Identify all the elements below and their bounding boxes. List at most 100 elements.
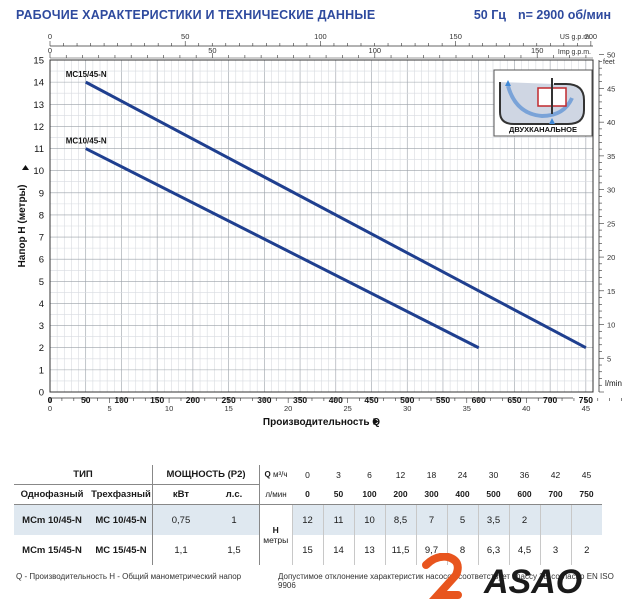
- x-axis-arrow-icon: [373, 418, 379, 425]
- q-m3h-value: 30: [488, 469, 499, 480]
- head-value: 14: [322, 535, 354, 565]
- feet-tick-label: 15: [607, 287, 615, 296]
- q-lmin-value: 600: [509, 484, 540, 505]
- m3h-tick-label: 0: [48, 404, 52, 413]
- y-axis-arrow-icon: [22, 165, 29, 170]
- q-lmin-value: 100: [354, 484, 385, 505]
- footer-tolerance: Допустимое отклонение характеристик насо…: [278, 572, 614, 590]
- us-gpm-tick-label: 100: [314, 32, 327, 41]
- head-value: [539, 504, 571, 535]
- head-value: 10: [353, 504, 385, 535]
- y-tick-label: 3: [39, 321, 44, 332]
- h-unit: метры: [263, 535, 289, 545]
- feet-tick-label: 20: [607, 253, 615, 262]
- imp-gpm-unit-label: Imp g.p.m.: [558, 49, 591, 56]
- chart-series: MC15/45-N MC10/45-N: [66, 70, 587, 350]
- table-subheader-row: Однофазный Трехфазный кВт л.с. л/мин 0 50 100 20…: [14, 484, 602, 505]
- q-lmin-value: 200: [385, 484, 416, 505]
- spec-table-container: ТИП МОЩНОСТЬ (P2) Q м³/ч 0 3 6 12 18 24 30 36 42 45 О…: [14, 465, 602, 565]
- feet-tick-label: 35: [607, 152, 615, 161]
- q-m3h-value: 36: [519, 469, 530, 480]
- head-value: 11,5: [384, 535, 416, 565]
- head-value: 7: [415, 504, 447, 535]
- power-hp: 1,5: [227, 544, 241, 556]
- us-gpm-tick-label: 200: [585, 32, 598, 41]
- chart-labels: Напор H (метры) Производительность Q: [17, 165, 380, 428]
- feet-tick-label: 40: [607, 118, 615, 127]
- y-tick-label: 12: [33, 122, 44, 133]
- head-value: 4,5: [508, 535, 540, 565]
- col-type-header: ТИП: [14, 465, 153, 485]
- q-m3h-value: 12: [395, 469, 406, 480]
- q-lmin-value: 700: [540, 484, 571, 505]
- y-tick-label: 6: [39, 255, 44, 266]
- imp-gpm-tick-label: 100: [369, 46, 382, 55]
- q-lmin-value: 0: [292, 484, 323, 505]
- col-kw-header: кВт: [152, 484, 209, 505]
- page-title: РАБОЧИЕ ХАРАКТЕРИСТИКИ И ТЕХНИЧЕСКИЕ ДАН…: [16, 8, 376, 22]
- series-label-0: MC15/45-N: [66, 70, 107, 79]
- q-m3h-value: 6: [367, 469, 372, 480]
- q-m3h-value: 24: [457, 469, 468, 480]
- y-tick-label: 13: [33, 100, 44, 111]
- q-m3h-value: 0: [305, 469, 310, 480]
- head-value: 8,5: [384, 504, 416, 535]
- h-symbol: H: [272, 525, 279, 535]
- performance-chart: 0123456789101112131415050100150200250300…: [17, 32, 622, 428]
- y-axis-title: Напор H (метры): [17, 185, 28, 268]
- speed-spec: 50 Гц n= 2900 об/мин: [462, 8, 611, 22]
- m3h-tick-label: 25: [344, 404, 352, 413]
- m3h-tick-label: 20: [284, 404, 292, 413]
- q-lmin-value: 750: [571, 484, 602, 505]
- head-value: 15: [291, 535, 323, 565]
- y-tick-label: 5: [39, 277, 44, 288]
- m3h-tick-label: 10: [165, 404, 173, 413]
- power-kw: 0,75: [152, 504, 209, 535]
- series-line-0: [85, 80, 587, 350]
- spec-table: ТИП МОЩНОСТЬ (P2) Q м³/ч 0 3 6 12 18 24 30 36 42 45 О…: [14, 465, 602, 565]
- feet-tick-label: 5: [607, 354, 611, 363]
- y-tick-label: 0: [39, 388, 44, 399]
- table-row: MCm 10/45-N MC 10/45-N 0,75 1 H метры 12 11 10 8…: [14, 504, 602, 565]
- y-tick-label: 11: [34, 144, 44, 155]
- asao-logo: ASAO: [422, 553, 582, 599]
- y-tick-label: 14: [33, 78, 44, 89]
- head-value: 5: [446, 504, 478, 535]
- model-three: MC 15/45-N: [95, 544, 147, 556]
- impeller-inset: ДВУХКАНАЛЬНОЕ: [493, 69, 593, 137]
- head-value: 13: [353, 535, 385, 565]
- plot-frame: [49, 59, 594, 393]
- feet-tick-label: 25: [607, 219, 615, 228]
- col-three-header: Трехфазный: [90, 484, 153, 505]
- q-symbol: Q: [264, 470, 273, 480]
- imp-gpm-tick-label: 0: [48, 46, 52, 55]
- head-value: 12: [291, 504, 323, 535]
- logo-text: ASAO: [483, 563, 582, 599]
- head-value: 3,5: [477, 504, 509, 535]
- x-unit-label: l/min: [605, 379, 622, 388]
- col-hp-header: л.с.: [209, 484, 260, 505]
- chart-axes: 0123456789101112131415050100150200250300…: [33, 32, 622, 413]
- q-lmin-value: 50: [323, 484, 354, 505]
- speed-label: n= 2900 об/мин: [518, 8, 611, 22]
- y-tick-label: 9: [39, 188, 44, 199]
- y-tick-label: 15: [33, 56, 44, 67]
- power-hp: 1: [209, 504, 260, 535]
- y-tick-label: 1: [39, 365, 44, 376]
- us-gpm-tick-label: 50: [181, 32, 189, 41]
- head-value: 2: [508, 504, 540, 535]
- q-m3h-value: 45: [581, 469, 592, 480]
- head-value: 2: [570, 535, 602, 565]
- model-single: MCm 15/45-N: [22, 544, 82, 556]
- m3h-tick-label: 35: [463, 404, 471, 413]
- model-three: MC 10/45-N: [90, 504, 153, 535]
- logo-mark-icon: [422, 553, 462, 599]
- feet-tick-label: 10: [607, 321, 615, 330]
- q-m3h-value: 3: [336, 469, 341, 480]
- chart-grid: [49, 59, 594, 393]
- us-gpm-tick-label: 150: [449, 32, 462, 41]
- y-tick-label: 8: [39, 210, 44, 221]
- q-lmin-value: 400: [447, 484, 478, 505]
- m3h-tick-label: 15: [224, 404, 232, 413]
- model-single: MCm 10/45-N: [14, 504, 90, 535]
